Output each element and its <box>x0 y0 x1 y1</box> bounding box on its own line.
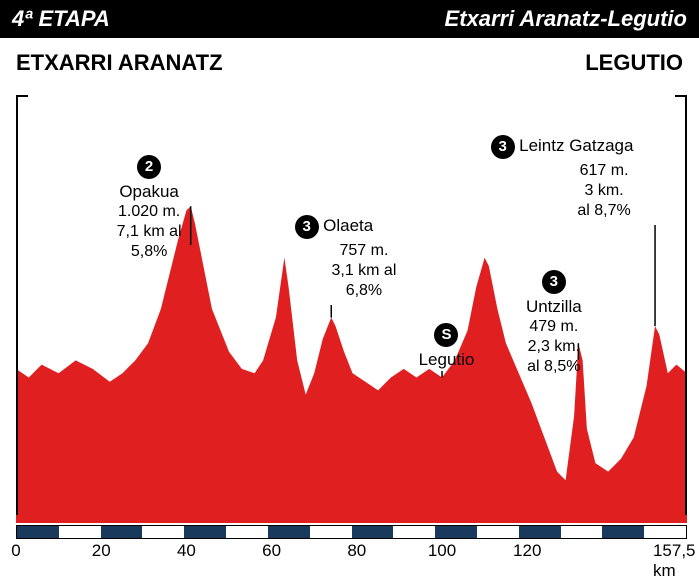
climb-length: 7,1 km al <box>117 222 182 242</box>
category-badge: 3 <box>295 215 319 239</box>
tick-label: 100 <box>428 541 456 561</box>
elevation-chart: 2Opakua1.020 m.7,1 km al5,8% 3 Olaeta 757 … <box>16 95 687 523</box>
climb-name: Olaeta <box>323 216 373 235</box>
tick-segment <box>561 525 603 539</box>
sprint-name: Legutio <box>419 349 475 370</box>
finish-city: LEGUTIO <box>585 50 683 76</box>
climb-length: 3 km. <box>533 181 676 201</box>
start-bracket <box>16 95 28 515</box>
climb-label: 2Opakua1.020 m.7,1 km al5,8% <box>117 155 182 262</box>
climb-length: 2,3 km. <box>526 337 582 357</box>
sprint-label: SLegutio <box>419 323 475 370</box>
stage-header: 4ª ETAPA Etxarri Aranatz-Legutio <box>0 0 699 38</box>
tick-label: 20 <box>92 541 111 561</box>
stage-route: Etxarri Aranatz-Legutio <box>445 6 687 32</box>
tick-segment <box>310 525 352 539</box>
tick-label: 0 <box>11 541 20 561</box>
climb-name: Untzilla <box>526 296 582 317</box>
tick-label: 40 <box>177 541 196 561</box>
tick-segment <box>435 525 477 539</box>
finish-bracket <box>675 95 687 515</box>
climb-label: 3 Leintz Gatzaga617 m.3 km.al 8,7% <box>533 135 676 221</box>
tick-segment <box>101 525 143 539</box>
tick-segment <box>268 525 310 539</box>
start-city: ETXARRI ARANATZ <box>16 50 223 76</box>
climb-gradient: al 8,7% <box>533 201 676 221</box>
climb-elevation: 617 m. <box>533 161 676 181</box>
cities-row: ETXARRI ARANATZ LEGUTIO <box>0 38 699 80</box>
climb-elevation: 757 m. <box>325 241 404 261</box>
climb-label: 3 Olaeta757 m.3,1 km al6,8% <box>325 215 404 301</box>
tick-segment <box>16 525 59 539</box>
category-badge: 3 <box>542 270 566 294</box>
tick-label: 120 <box>513 541 541 561</box>
tick-label: 80 <box>347 541 366 561</box>
tick-segment <box>184 525 226 539</box>
category-badge: 2 <box>137 155 161 179</box>
tick-segment <box>352 525 394 539</box>
tick-segment <box>519 525 561 539</box>
tick-segment <box>393 525 435 539</box>
tick-bar <box>16 525 687 539</box>
tick-segment <box>142 525 184 539</box>
climb-length: 3,1 km al <box>325 261 404 281</box>
tick-label: 60 <box>262 541 281 561</box>
tick-labels: 020406080100120157,5 km <box>16 541 687 561</box>
climb-label: 3Untzilla479 m.2,3 km.al 8,5% <box>526 270 582 377</box>
tick-segment <box>477 525 519 539</box>
tick-segment <box>226 525 268 539</box>
category-badge: 3 <box>491 135 515 159</box>
climb-gradient: al 8,5% <box>526 357 582 377</box>
x-axis: 020406080100120157,5 km <box>16 525 687 565</box>
stage-number: 4ª ETAPA <box>12 6 110 32</box>
climb-name: Opakua <box>117 181 182 202</box>
climb-elevation: 1.020 m. <box>117 202 182 222</box>
climb-gradient: 5,8% <box>117 242 182 262</box>
climb-elevation: 479 m. <box>526 317 582 337</box>
tick-label: 157,5 km <box>653 541 696 581</box>
tick-segment <box>602 525 644 539</box>
tick-segment <box>644 525 687 539</box>
climb-gradient: 6,8% <box>325 281 404 301</box>
tick-segment <box>59 525 101 539</box>
sprint-badge: S <box>434 323 458 347</box>
climb-name: Leintz Gatzaga <box>519 136 633 155</box>
